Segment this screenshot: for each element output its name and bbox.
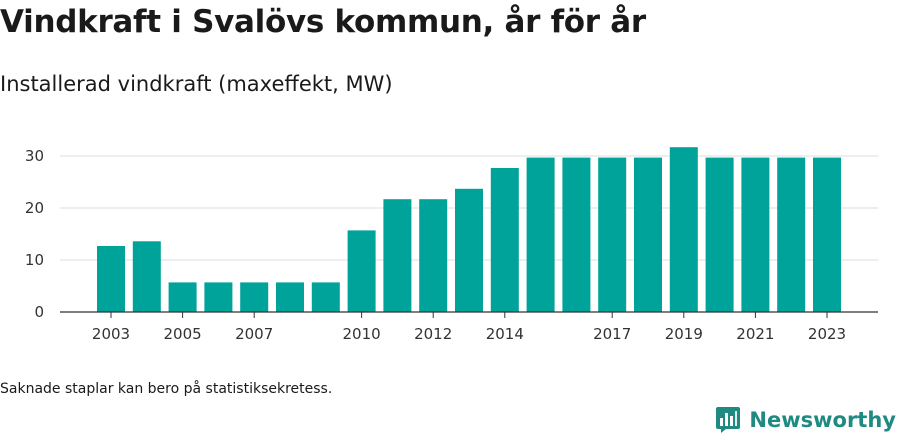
bar-2004 [132,241,161,312]
bar-2005 [168,282,197,312]
bar-2020 [705,157,734,312]
bar-2009 [311,282,340,312]
footnote: Saknade staplar kan bero på statistiksek… [0,381,333,397]
x-tick-label: 2021 [736,325,774,343]
chart-title: Vindkraft i Svalövs kommun, år för år [0,4,646,40]
x-tick-label: 2003 [92,325,130,343]
bar-2007 [240,282,269,312]
bar-2008 [276,282,304,312]
bar-2021 [741,157,770,312]
bar-2015 [526,157,555,312]
bar-2006 [204,282,233,312]
bar-2016 [562,157,591,312]
x-tick-label: 2010 [343,325,381,343]
bar-2023 [813,157,841,312]
x-tick-label: 2019 [665,325,703,343]
bar-2010 [347,230,376,312]
y-tick-label: 10 [25,251,44,269]
bar-2022 [777,157,806,312]
bar-2003 [97,246,125,312]
x-tick-label: 2023 [808,325,846,343]
y-tick-label: 0 [34,303,44,321]
bar-2012 [419,199,448,312]
x-tick-label: 2017 [593,325,631,343]
bar-2014 [490,168,519,312]
y-tick-label: 20 [25,199,44,217]
y-tick-label: 30 [25,147,44,165]
x-tick-label: 2005 [164,325,202,343]
bar-chart: 0 10 20 30 2003 2005 2007 2010 2012 2014 2017 2019 2… [25,147,878,343]
brand-name: Newsworthy [749,408,896,432]
bar-2017 [598,157,627,312]
bar-2019 [669,147,698,312]
x-tick-label: 2007 [235,325,273,343]
x-tick-label: 2012 [414,325,452,343]
bar-2018 [634,157,662,312]
bar-2013 [455,188,483,312]
bar-2011 [383,199,412,312]
bar-chart-speech-bubble-icon [716,407,741,433]
chart-subtitle: Installerad vindkraft (maxeffekt, MW) [0,72,393,96]
brand-logo: Newsworthy [715,406,896,434]
x-tick-label: 2014 [486,325,524,343]
